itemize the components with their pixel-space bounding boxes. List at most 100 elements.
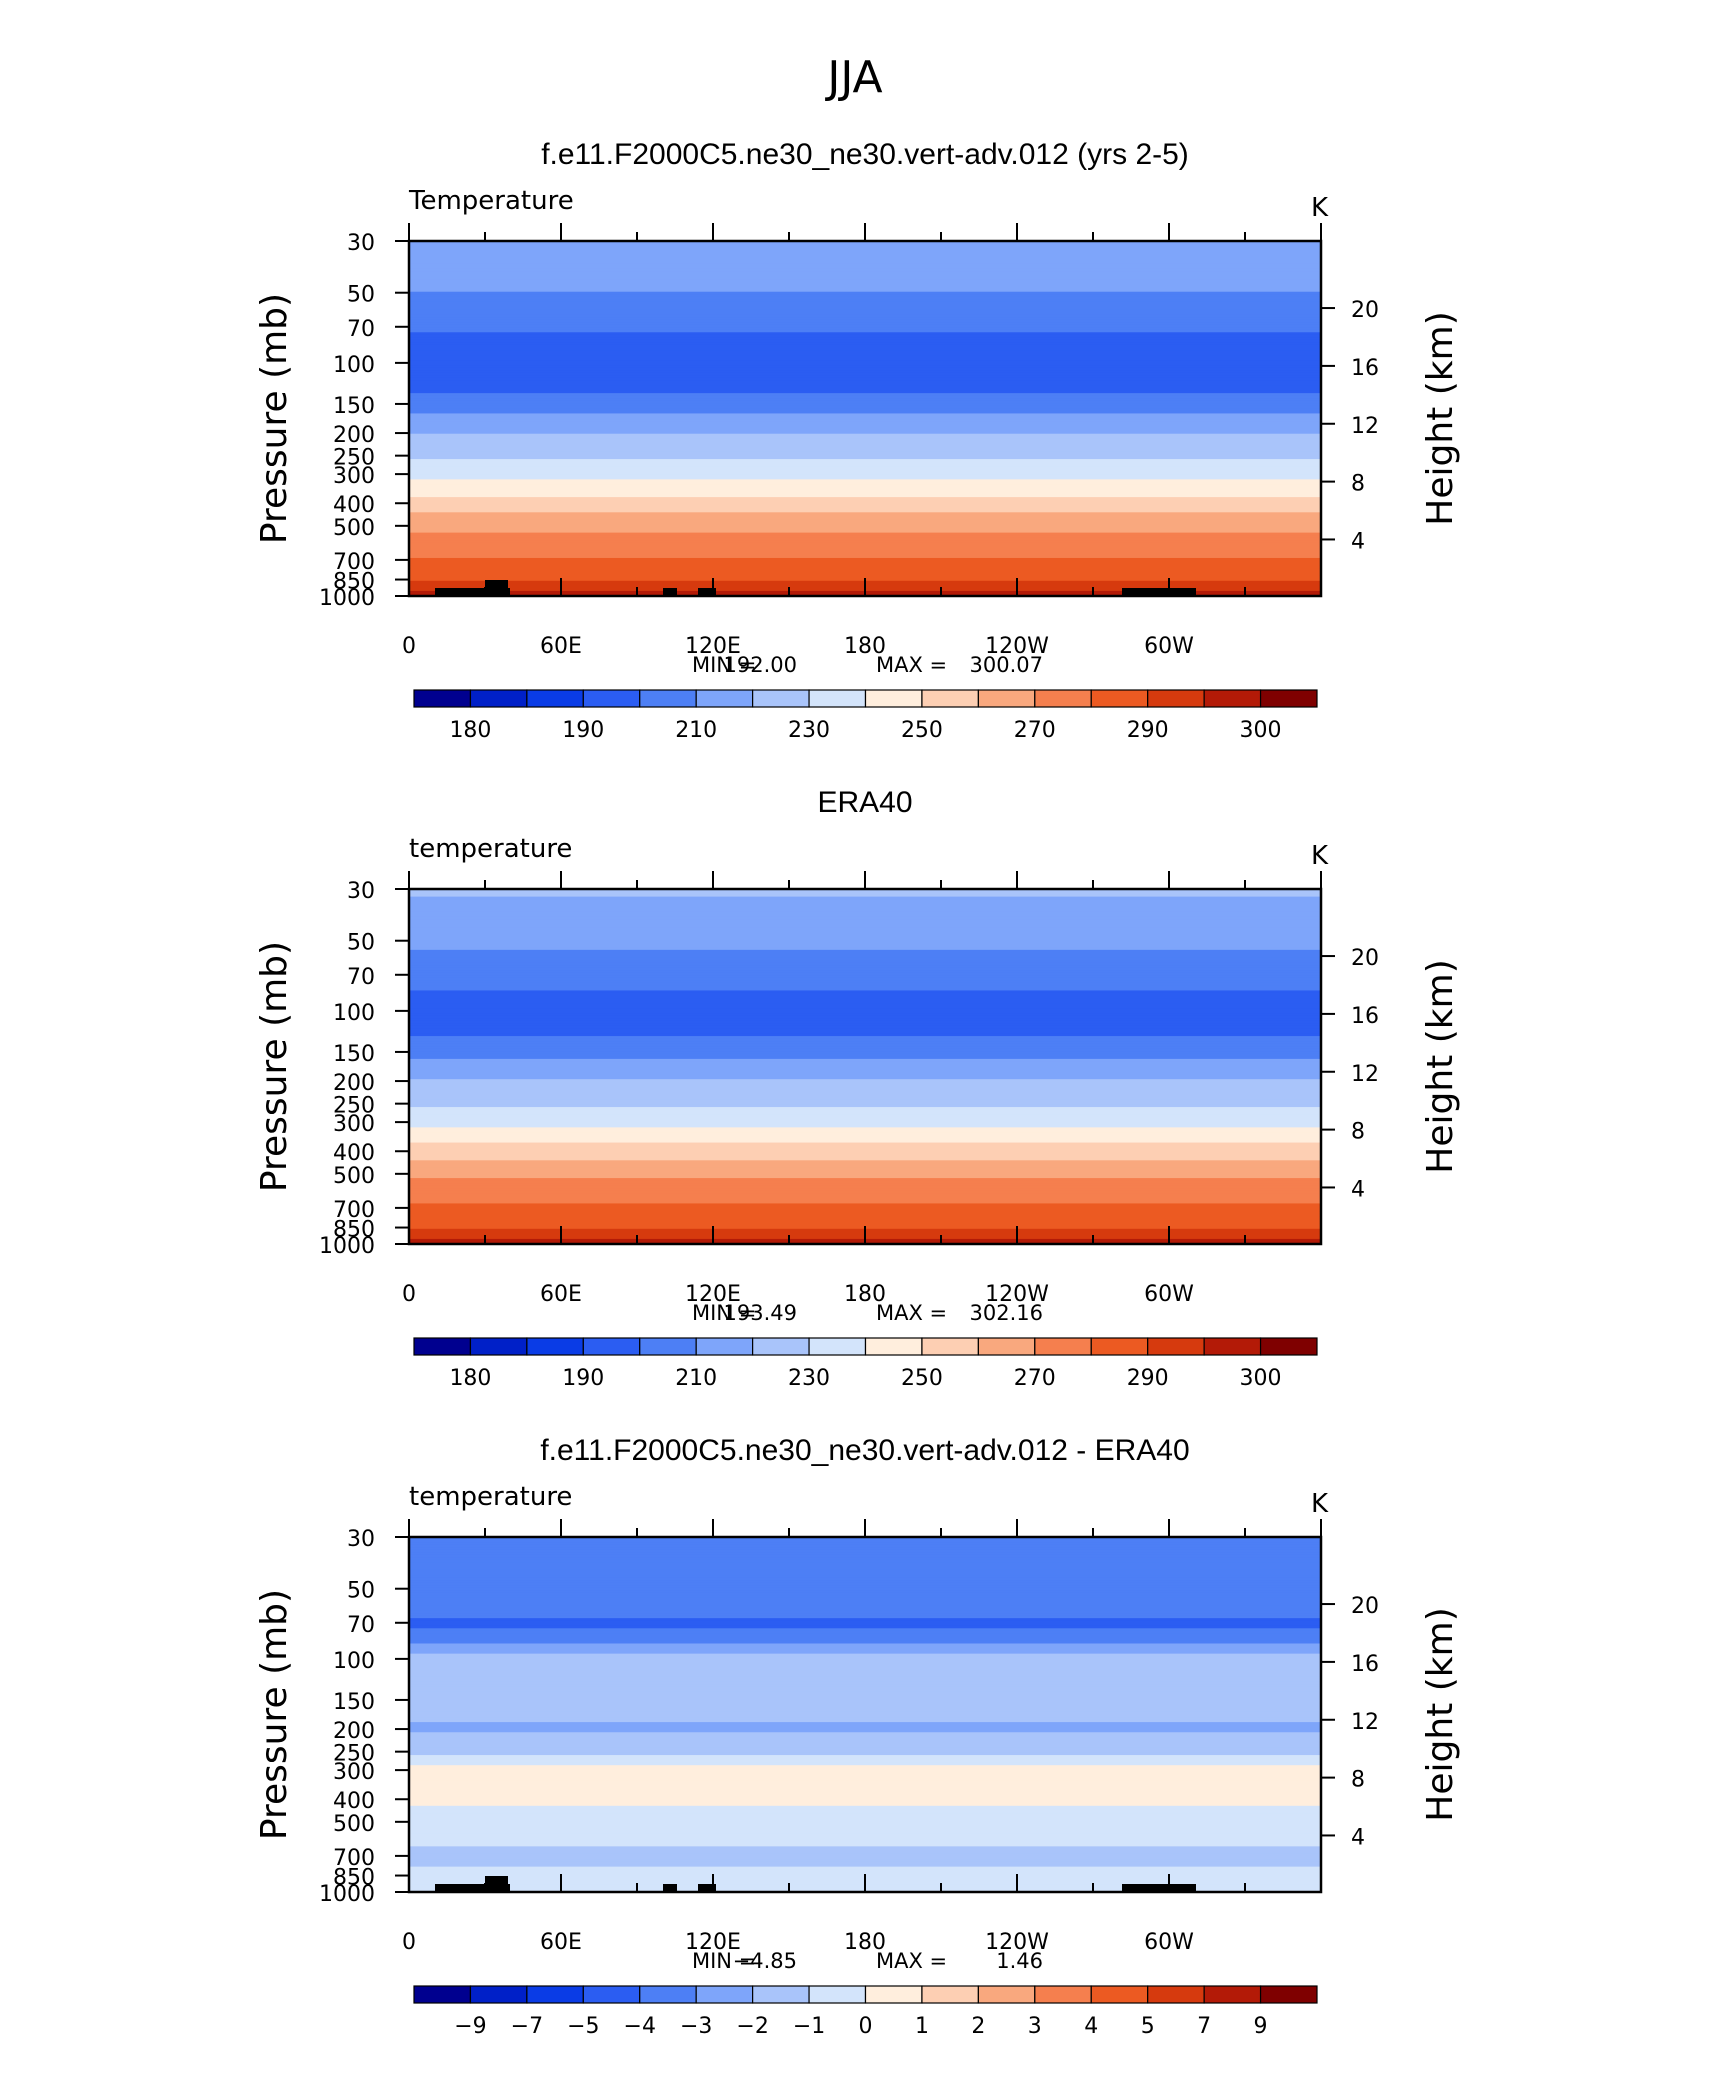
y-tick-label: 100 [333,1649,375,1674]
contour-band [409,1856,1321,1860]
x-tick-label: 120W [985,1930,1049,1955]
contour-band [409,1861,1321,1865]
y-tick-label: 70 [347,1613,375,1638]
contour-band [409,1112,1321,1116]
contour-band [409,1666,1321,1670]
units-label: K [1311,1489,1329,1519]
x-tick-label: 60E [540,1282,582,1307]
contour-band [409,329,1321,334]
contour-band [409,428,1321,432]
contour-band [409,502,1321,506]
topography [1122,588,1196,596]
contour-band [409,1785,1321,1789]
contour-band [409,1549,1321,1554]
contour-band [409,454,1321,458]
contour-band [409,499,1321,503]
colorbar-swatch [921,1985,979,2004]
contour-band [409,317,1321,321]
min-label: MIN = [692,1301,756,1325]
contour-band [409,1089,1321,1093]
contour-band [409,266,1321,270]
max-label: MAX = [876,1949,947,1973]
contour-band [409,1706,1321,1711]
contour-band [409,1755,1321,1759]
contour-band [409,403,1321,407]
contour-band [409,557,1321,562]
contour-band [409,1818,1321,1822]
contour-band [409,332,1321,336]
contour-band [409,1722,1321,1726]
x-tick-label: 0 [402,634,416,659]
contour-band [409,431,1321,435]
contour-band [409,977,1321,982]
contour-band [409,1185,1321,1190]
contour-band [409,370,1321,374]
contour-band [409,1038,1321,1042]
contour-band [409,509,1321,514]
contour-band [409,982,1321,987]
colorbar-swatch [752,689,810,708]
contour-band [409,519,1321,524]
colorbar-swatch [413,1985,472,2004]
contour-band [409,319,1321,323]
contour-band [409,1099,1321,1103]
contour-band [409,1853,1321,1858]
colorbar-label: 190 [562,718,604,743]
contour-band [409,1651,1321,1655]
colorbar-swatch [582,1985,641,2004]
contour-band [409,1798,1321,1802]
contour-band [409,949,1321,954]
contour-band [409,253,1321,258]
colorbar-label: 230 [788,1366,830,1391]
x-tick-label: 0 [402,1930,416,1955]
contour-band [409,1031,1321,1035]
contour-band [409,1005,1321,1009]
contour-band [409,517,1321,521]
contour-band [409,1061,1321,1065]
contour-band [409,1142,1321,1146]
y-right-axis-title: Height (km) [1420,959,1461,1173]
contour-band [409,306,1321,311]
colorbar-swatch [752,1985,810,2004]
contour-band [409,271,1321,275]
contour-band [409,1620,1321,1625]
y-tick-label: 200 [333,1071,375,1096]
contour-band [409,891,1321,895]
contour-band [409,1569,1321,1574]
contour-band [409,1577,1321,1581]
y-tick-label: 400 [333,1789,375,1814]
contour-band [409,492,1321,496]
contour-band [409,1684,1321,1688]
contour-band [409,1175,1321,1179]
contour-band [409,410,1321,415]
contour-band [409,276,1321,280]
contour-band [409,1630,1321,1635]
contour-band [409,418,1321,422]
y-tick-label: 1000 [319,1234,375,1259]
contour-band [409,1190,1321,1195]
colorbar-swatch [695,1985,754,2004]
colorbar-swatch [1203,1337,1262,1356]
contour-band [409,294,1321,298]
contour-band [409,469,1321,473]
panel-title: ERA40 [817,786,912,819]
contour-band [409,1069,1321,1073]
contour-band [409,484,1321,488]
contour-band [409,1025,1321,1030]
contour-band [409,530,1321,534]
contour-band [409,1782,1321,1787]
contour-band [409,535,1321,539]
y-tick-label: 400 [333,1141,375,1166]
contour-band [409,967,1321,971]
contour-band [409,1767,1321,1772]
contour-band [409,1152,1321,1157]
contour-band [409,1859,1321,1863]
contour-band [409,1015,1321,1020]
contour-band [409,1615,1321,1619]
contour-band [409,312,1321,316]
x-tick-label: 120E [685,1282,741,1307]
contour-band [409,1188,1321,1192]
contour-band [409,555,1321,559]
colorbar-label: −1 [793,2014,825,2039]
colorbar-swatch [1259,1337,1318,1356]
